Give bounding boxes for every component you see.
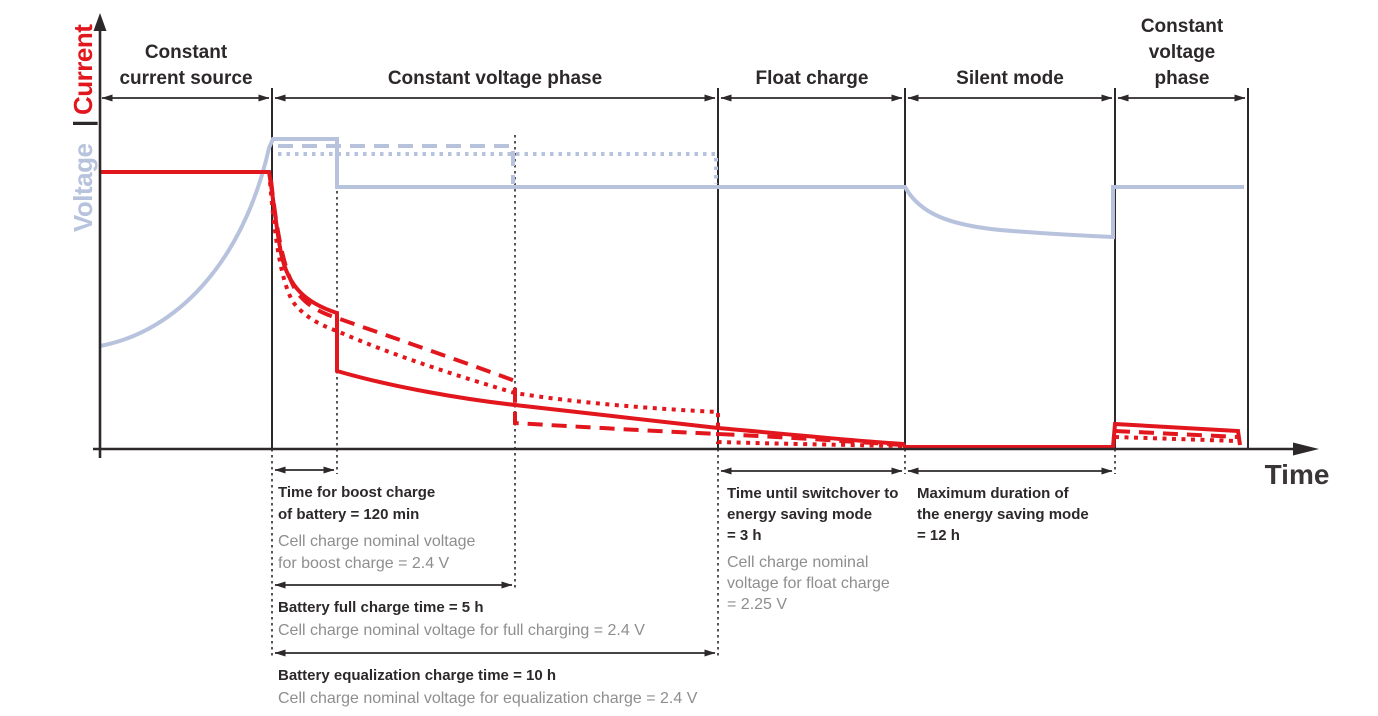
annotation-switchover-2: energy saving mode — [727, 506, 872, 523]
y-axis-arrow-icon — [93, 13, 107, 31]
voltage-curve-boost-solid — [99, 137, 1244, 348]
x-axis-arrow-icon — [1293, 442, 1319, 456]
annotation-boost-voltage-1: Cell charge nominal voltage — [278, 533, 476, 550]
annotation-boost-time-2: of battery = 120 min — [278, 506, 419, 523]
voltage-curve-equalization-dotted — [278, 152, 718, 184]
phase-label-constant-voltage-2-2: voltage — [1149, 42, 1216, 63]
phase-label-constant-current-1: Constant — [145, 42, 228, 63]
phase-label-constant-voltage-2-3: phase — [1155, 68, 1210, 89]
y-axis-label-voltage: Voltage — [68, 143, 98, 232]
phase-label-constant-current-2: current source — [119, 68, 252, 89]
annotation-switchover-3: = 3 h — [727, 527, 762, 544]
annotation-full-charge-voltage: Cell charge nominal voltage for full cha… — [278, 622, 645, 639]
annotation-boost-voltage-2: for boost charge = 2.4 V — [278, 555, 450, 572]
x-axis-label-time: Time — [1265, 459, 1330, 490]
annotation-max-duration-3: = 12 h — [917, 527, 960, 544]
annotation-max-duration-1: Maximum duration of — [917, 485, 1070, 502]
phase-label-silent-mode: Silent mode — [956, 68, 1064, 89]
y-axis-label-current: Current — [68, 24, 98, 115]
current-curve-full-dashed — [269, 179, 1239, 447]
y-axis-label-separator: | — [68, 120, 98, 127]
phase-label-float-charge: Float charge — [756, 68, 869, 89]
annotation-switchover-1: Time until switchover to — [727, 485, 898, 502]
annotation-max-duration-2: the energy saving mode — [917, 506, 1089, 523]
annotation-float-voltage-1: Cell charge nominal — [727, 554, 868, 571]
annotation-float-voltage-3: = 2.25 V — [727, 596, 787, 613]
voltage-curve-full-dashed — [278, 144, 515, 184]
annotation-boost-time-1: Time for boost charge — [278, 484, 435, 501]
annotation-equalization-voltage: Cell charge nominal voltage for equaliza… — [278, 690, 698, 707]
phase-label-constant-voltage-2-1: Constant — [1141, 16, 1224, 37]
phase-label-constant-voltage: Constant voltage phase — [388, 68, 602, 89]
annotation-float-voltage-2: voltage for float charge — [727, 575, 890, 592]
annotation-full-charge-time: Battery full charge time = 5 h — [278, 599, 483, 616]
annotation-equalization-time: Battery equalization charge time = 10 h — [278, 667, 556, 684]
current-curve-equalization-dotted — [268, 181, 1239, 448]
